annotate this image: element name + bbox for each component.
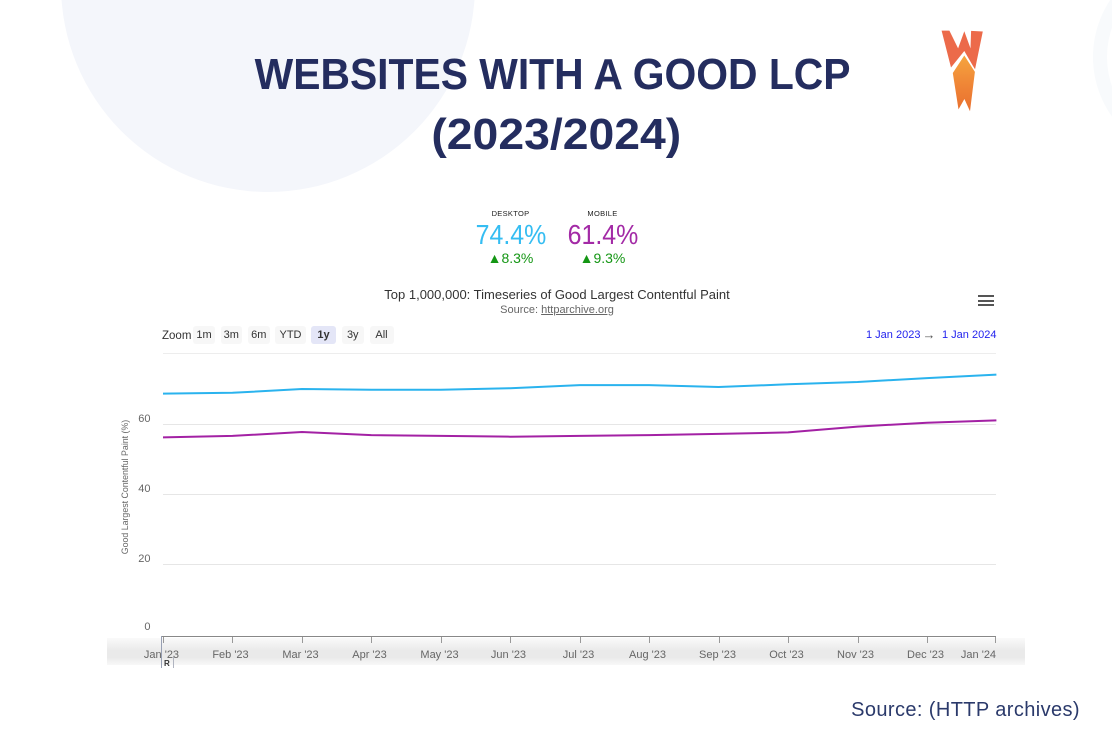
svg-text:R: R bbox=[164, 659, 170, 668]
